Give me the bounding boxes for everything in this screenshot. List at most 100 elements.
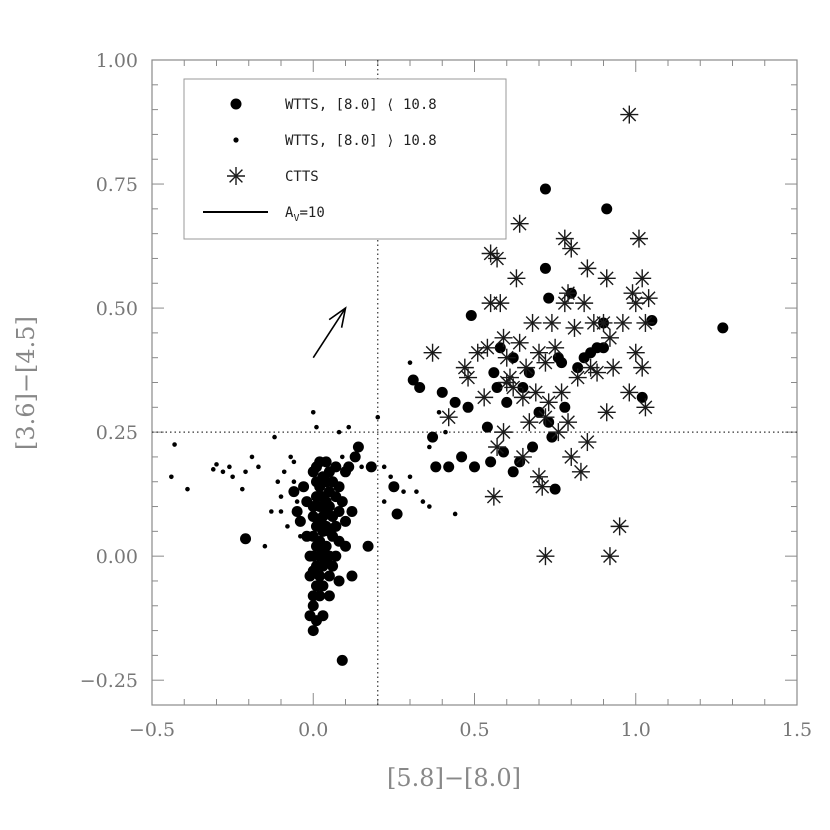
y-tick-label: 0.50 (96, 298, 138, 320)
ctts-point (552, 383, 571, 402)
wtts-faint-point (172, 442, 177, 447)
wtts-bright-point (330, 520, 342, 532)
wtts-bright-point (343, 461, 355, 473)
wtts-bright-point (336, 654, 348, 666)
wtts-faint-point (214, 462, 219, 467)
wtts-faint-point (452, 511, 458, 517)
x-tick-label: −0.5 (129, 719, 175, 741)
ctts-point (636, 398, 655, 417)
wtts-bright-point (323, 590, 335, 602)
wtts-bright-point (294, 515, 306, 527)
ctts-point (571, 462, 590, 481)
wtts-bright-point (485, 456, 497, 468)
wtts-faint-point (210, 467, 216, 472)
wtts-bright-point (427, 431, 439, 443)
ctts-point (626, 294, 645, 313)
wtts-faint-point (427, 444, 432, 450)
wtts-bright-point (539, 183, 551, 195)
ctts-point (578, 259, 597, 278)
wtts-bright-point (414, 381, 426, 393)
wtts-bright-point (340, 515, 351, 527)
wtts-faint-point (427, 504, 432, 509)
wtts-bright-point (436, 386, 448, 398)
wtts-bright-point (543, 292, 555, 304)
wtts-bright-point (549, 483, 561, 495)
wtts-faint-point (256, 464, 261, 470)
wtts-bright-point (323, 570, 335, 582)
y-tick-label: 0.75 (96, 174, 138, 196)
ctts-point (488, 438, 507, 456)
ctts-point (520, 413, 539, 432)
ctts-point (620, 383, 639, 402)
wtts-faint-point (288, 454, 293, 460)
ctts-point (510, 214, 529, 233)
wtts-bright-point (601, 203, 613, 215)
ctts-point (562, 239, 581, 258)
ctts-point (610, 517, 629, 536)
ctts-point (526, 383, 545, 402)
wtts-faint-point (281, 469, 287, 475)
wtts-faint-point (314, 424, 319, 430)
wtts-bright-point (330, 461, 342, 473)
wtts-bright-point (298, 481, 310, 493)
ctts-point (626, 343, 645, 362)
wtts-bright-point (323, 501, 335, 513)
wtts-bright-point (501, 396, 513, 408)
wtts-bright-point (330, 550, 342, 562)
ctts-point (536, 408, 555, 427)
wtts-bright-point (291, 506, 303, 517)
ctts-point (513, 447, 532, 466)
ctts-point (507, 269, 526, 288)
ctts-point (491, 294, 510, 313)
wtts-faint-point (346, 424, 352, 430)
wtts-bright-point (481, 421, 493, 433)
wtts-bright-point (465, 310, 477, 322)
wtts-bright-point (288, 486, 300, 498)
wtts-bright-point (517, 381, 529, 393)
wtts-bright-point (317, 610, 329, 622)
ctts-point (639, 289, 658, 308)
ctts-point (497, 348, 516, 367)
tick-labels: −0.5 0.0 0.5 1.0 1.5 −0.25 0.00 0.25 0.50 0.75 1.0… (80, 50, 812, 741)
wtts-bright-point (507, 466, 519, 478)
wtts-faint-point (291, 459, 297, 465)
ctts-point (594, 313, 613, 332)
x-tick-label: 1.0 (621, 719, 651, 741)
ctts-point (549, 423, 568, 442)
wtts-bright-point (314, 590, 326, 602)
wtts-bright-point (314, 570, 326, 582)
ctts-point (494, 423, 513, 442)
wtts-bright-point (240, 533, 252, 545)
ctts-point (497, 373, 516, 392)
wtts-bright-point (546, 431, 558, 443)
ctts-point (523, 313, 542, 332)
ctts-point (604, 358, 623, 377)
wtts-bright-point (352, 441, 364, 453)
legend-line-label: AV=10 (285, 205, 325, 224)
series-wtts-faint (169, 360, 458, 549)
legend-big-dot-label: WTTS, [8.0] ⟨ 10.8 (285, 97, 437, 113)
wtts-faint-point (414, 489, 419, 494)
wtts-bright-point (327, 560, 339, 572)
legend-big-dot-marker (230, 98, 242, 110)
wtts-bright-point (340, 540, 351, 552)
wtts-bright-point (333, 506, 345, 517)
wtts-faint-point (220, 469, 226, 475)
wtts-bright-point (307, 600, 319, 612)
wtts-faint-point (275, 479, 281, 485)
wtts-bright-point (469, 461, 480, 473)
x-tick-label: 0.5 (459, 719, 489, 741)
wtts-bright-point (320, 456, 332, 468)
ctts-point (459, 368, 478, 387)
wtts-bright-point (559, 401, 571, 413)
wtts-faint-point (381, 499, 387, 504)
ctts-point (555, 229, 574, 248)
wtts-faint-point (230, 474, 235, 480)
wtts-faint-point (401, 489, 406, 494)
wtts-faint-point (381, 464, 387, 470)
ctts-point (568, 368, 587, 387)
ctts-point (513, 388, 532, 407)
wtts-bright-point (333, 575, 345, 587)
y-tick-label: 0.25 (96, 422, 138, 444)
